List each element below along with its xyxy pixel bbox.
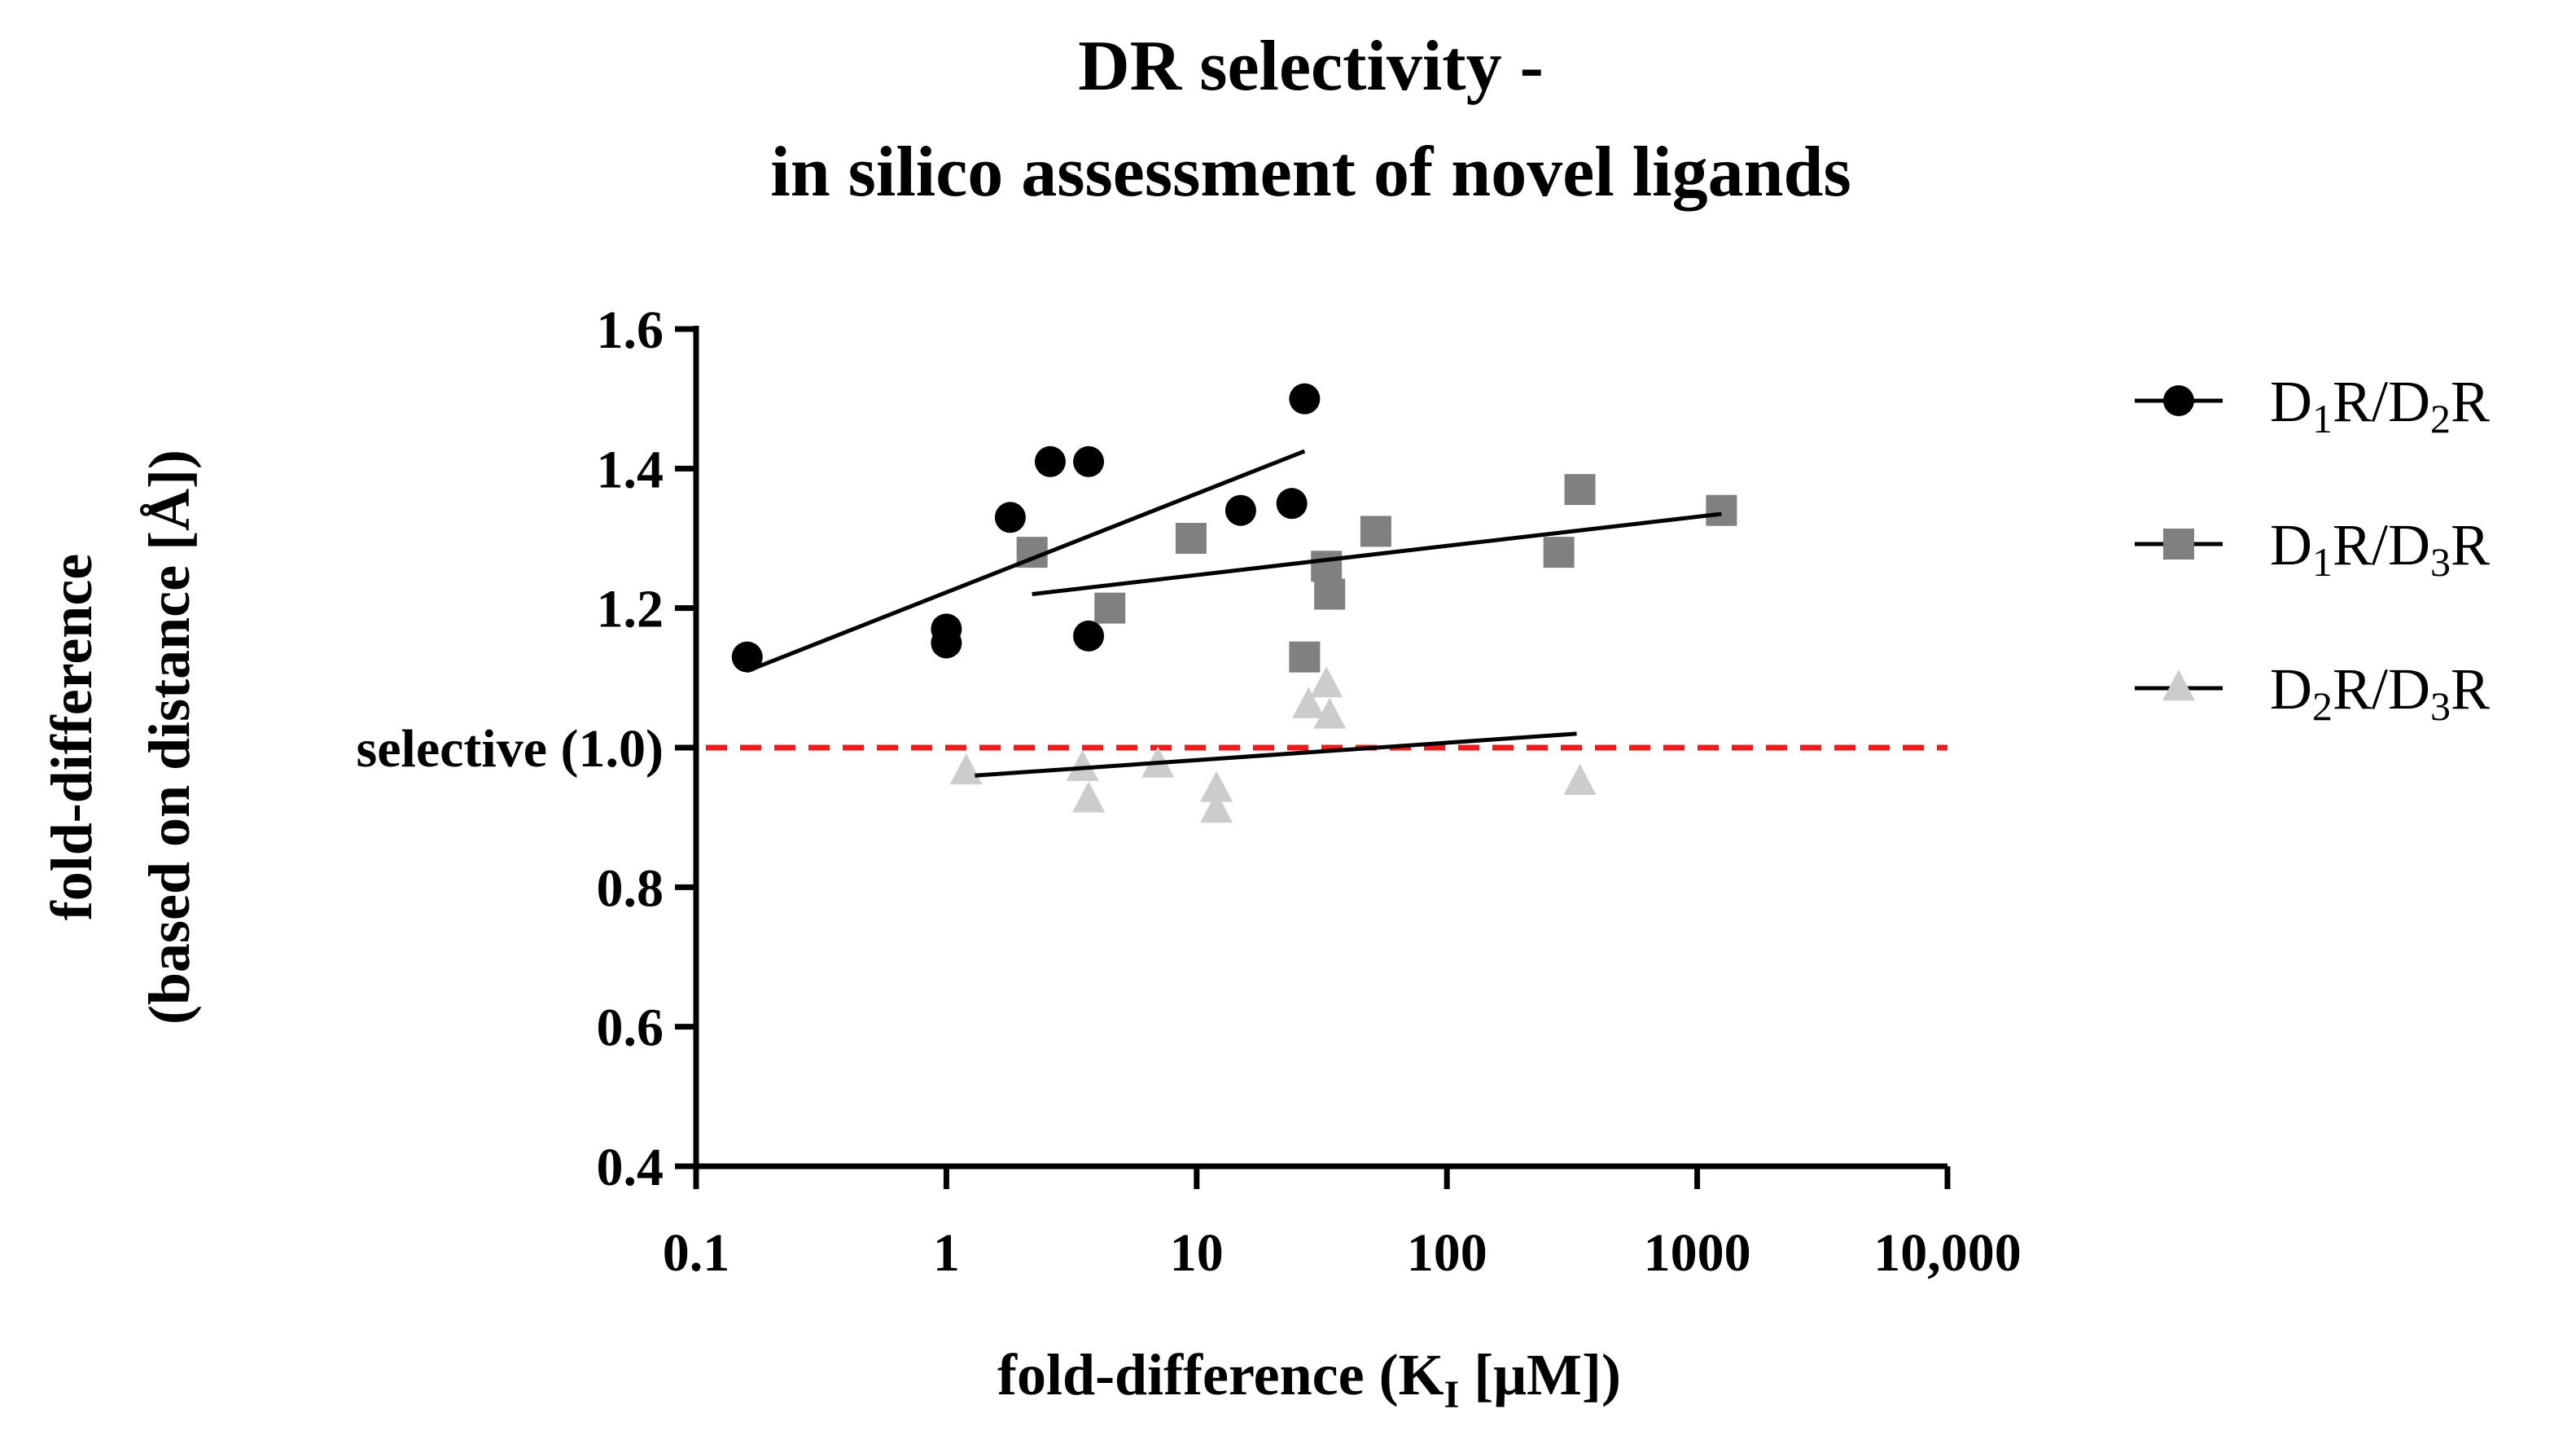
y-tick-label-4: 1.2 — [597, 580, 664, 639]
legend-label-1-part-4: R — [2451, 512, 2490, 577]
series-0 — [731, 383, 1321, 673]
series-0-point-7 — [1224, 494, 1256, 526]
series-2-point-4 — [1200, 770, 1233, 802]
series-2-point-6 — [1292, 687, 1325, 718]
legend-label-1-part-0: D — [2270, 512, 2312, 577]
x-axis-title-subscript: I — [1444, 1373, 1460, 1416]
series-2-point-0 — [949, 753, 983, 785]
series-0-point-8 — [1276, 488, 1308, 520]
legend-marker-0 — [2163, 385, 2194, 416]
series-0-point-2 — [931, 627, 962, 659]
series-1 — [1016, 474, 1737, 673]
series-0-point-4 — [1034, 445, 1066, 477]
x-tick-label-1: 1 — [933, 1223, 960, 1283]
y-tick-label-6: 1.6 — [597, 301, 664, 360]
series-0-point-3 — [994, 502, 1026, 533]
series-1-point-8 — [1564, 474, 1596, 506]
x-tick-label-5: 10,000 — [1873, 1223, 2022, 1283]
y-axis-title: fold-difference (based on distance [Å]) — [39, 450, 202, 1025]
legend-label-2-part-1: 2 — [2312, 683, 2333, 729]
series-2-point-8 — [1313, 697, 1347, 729]
series-2-point-9 — [1563, 764, 1597, 796]
x-axis-title-main: fold-difference (K — [997, 1342, 1444, 1407]
legend-label-2-part-2: R/D — [2333, 656, 2430, 722]
series-1-point-3 — [1289, 641, 1321, 673]
selective-threshold-label: selective (1.0) — [357, 719, 664, 779]
y-axis-title-line-2: (based on distance [Å]) — [137, 450, 202, 1025]
legend-label-0-part-3: 2 — [2430, 396, 2451, 441]
legend-label-0-part-4: R — [2451, 369, 2490, 434]
x-axis-title-end: [μM]) — [1459, 1342, 1621, 1407]
legend-label-0-part-1: 1 — [2312, 396, 2333, 441]
legend-marker-1 — [2163, 529, 2194, 560]
legend-label-0-part-0: D — [2270, 369, 2312, 434]
y-tick-label-0: 0.4 — [597, 1138, 664, 1197]
legend-label-1: D1R/D3R — [2270, 512, 2490, 585]
y-tick-label-5: 1.4 — [597, 440, 664, 499]
series-2 — [949, 666, 1597, 823]
series-1-fit-line — [1032, 511, 1722, 597]
legend-entry-0: D1R/D2R — [2135, 369, 2490, 441]
plot-area: 0.4 0.6 0.8 1.2 1.4 1.6 0.1 1 10 100 1000 10,000 sel… — [357, 301, 2022, 1283]
legend-label-0: D1R/D2R — [2270, 369, 2490, 441]
series-2-fit-line — [975, 731, 1577, 778]
chart-title-line-1: DR selectivity - — [1078, 27, 1544, 106]
series-0-point-9 — [1289, 383, 1321, 415]
series-1-point-4 — [1311, 551, 1343, 582]
legend-entry-1: D1R/D3R — [2135, 512, 2490, 585]
legend-label-1-part-3: 3 — [2430, 539, 2451, 585]
series-0-point-5 — [1073, 445, 1105, 477]
series-0-fit-line — [746, 449, 1306, 674]
y-axis-title-line-1: fold-difference — [39, 554, 104, 921]
legend-label-2-part-0: D — [2270, 656, 2312, 722]
series-2-point-2 — [1072, 781, 1106, 813]
series-1-point-7 — [1543, 537, 1575, 568]
legend-label-2: D2R/D3R — [2270, 656, 2490, 729]
y-tick-label-1: 0.6 — [597, 999, 664, 1058]
x-tick-label-2: 10 — [1170, 1223, 1224, 1283]
series-2-point-1 — [1066, 749, 1099, 781]
series-2-point-7 — [1310, 666, 1343, 698]
series-1-point-5 — [1314, 578, 1346, 610]
series-1-point-2 — [1175, 523, 1207, 554]
legend-entry-2: D2R/D3R — [2135, 656, 2490, 729]
x-tick-label-4: 1000 — [1644, 1223, 1751, 1283]
legend-label-0-part-2: R/D — [2333, 369, 2430, 434]
legend-label-1-part-2: R/D — [2333, 512, 2430, 577]
x-tick-label-3: 100 — [1407, 1223, 1487, 1283]
legend-label-2-part-4: R — [2451, 656, 2490, 722]
series-2-point-5 — [1200, 792, 1233, 823]
y-tick-label-2: 0.8 — [597, 858, 664, 918]
legend-label-2-part-3: 3 — [2430, 683, 2451, 729]
x-axis-title: fold-difference (KI [μM]) — [997, 1342, 1621, 1416]
x-tick-label-0: 0.1 — [663, 1223, 730, 1283]
series-1-point-1 — [1094, 592, 1126, 624]
series-0-point-0 — [731, 641, 763, 673]
chart-title: DR selectivity - in silico assessment of… — [770, 27, 1851, 212]
series-1-point-6 — [1360, 516, 1391, 547]
legend-label-1-part-1: 1 — [2312, 539, 2333, 585]
chart-title-line-2: in silico assessment of novel ligands — [770, 133, 1851, 212]
series-0-point-6 — [1073, 620, 1105, 652]
legend-marker-2 — [2162, 669, 2195, 701]
series-1-point-9 — [1706, 494, 1737, 526]
